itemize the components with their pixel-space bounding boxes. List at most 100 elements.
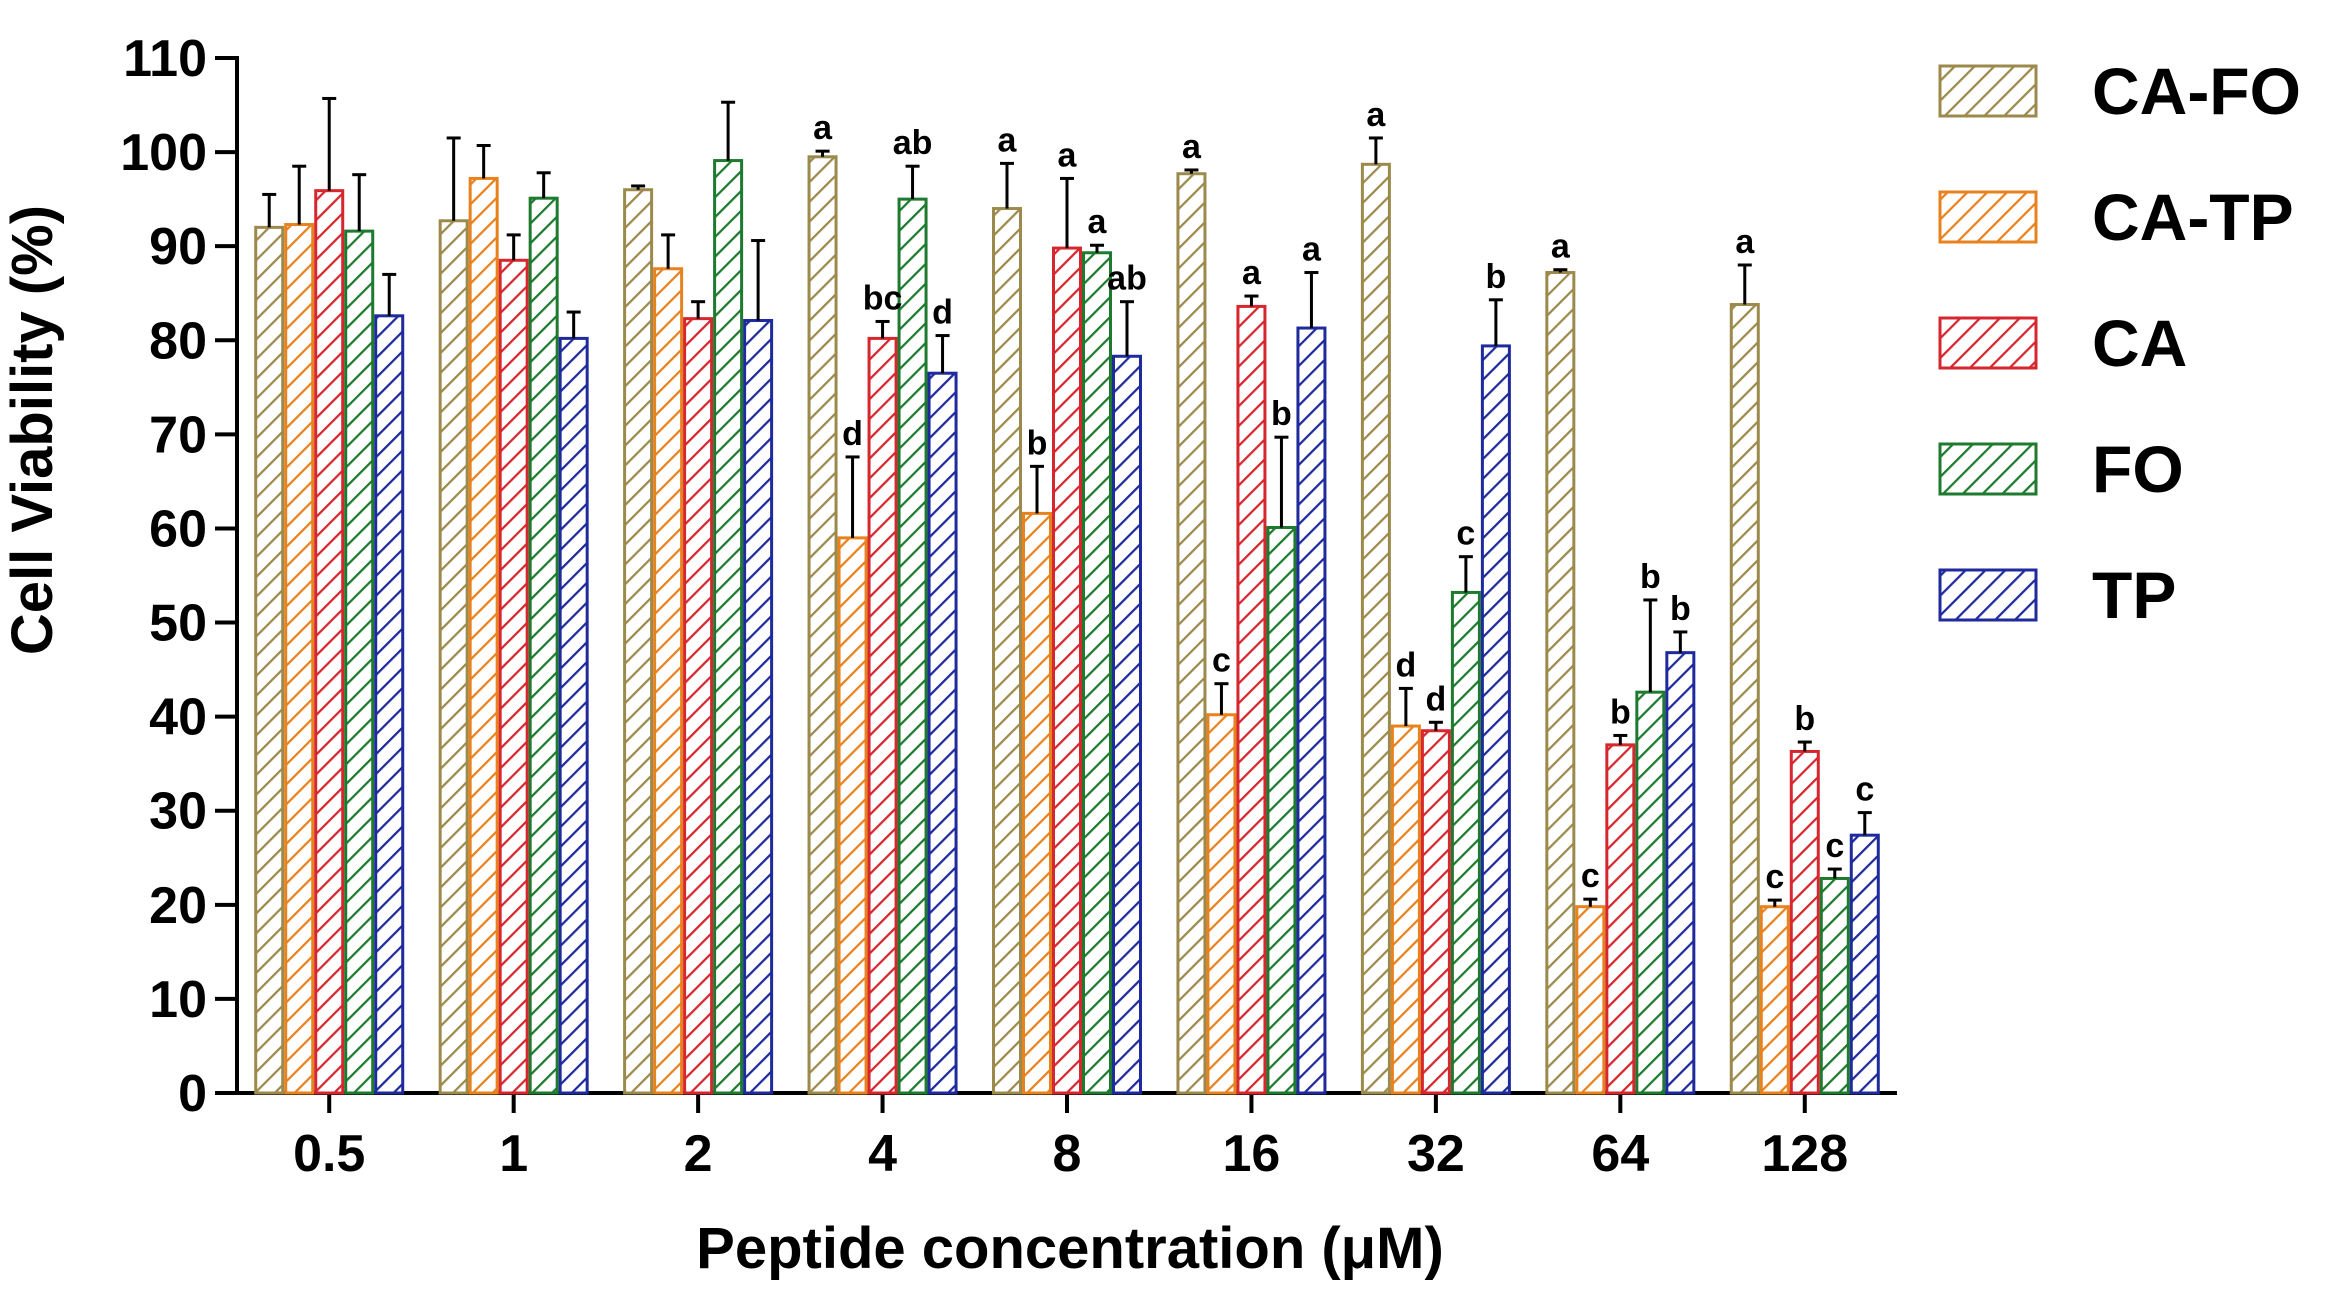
bar-ca-tp-8 [1022,511,1052,1095]
bar-ca-tp-128 [1759,905,1790,1095]
bar-ca-fo-1 [438,219,469,1095]
significance-letter: b [1485,258,1506,296]
significance-letter: b [1271,395,1292,433]
significance-letter: d [1395,646,1416,684]
bar-fo-64 [1635,690,1666,1095]
bar-fo-128 [1819,876,1850,1095]
significance-letter: a [1735,223,1755,261]
significance-letter: a [1302,231,1322,269]
x-tick-label: 32 [1407,1125,1465,1183]
x-tick-label: 8 [1053,1125,1082,1183]
y-tick-label: 40 [149,689,207,747]
significance-letter: c [1212,642,1231,680]
bar-tp-128 [1849,833,1880,1095]
bar-tp-2 [743,319,774,1095]
bar-ca-32 [1420,729,1451,1095]
bar-ca-fo-64 [1545,271,1576,1095]
legend-swatch-ca-fo [1938,64,2038,118]
bar-ca-8 [1052,246,1082,1095]
tick-labels: 0 10 20 30 40 50 60 70 80 90 100 110 0.5 1 2 4 8 16 32 64 12… [120,30,1848,1183]
y-tick-label: 50 [149,595,207,653]
bar-ca-tp-4 [837,536,868,1095]
significance-letter: a [1366,96,1386,134]
y-tick-label: 60 [149,500,207,558]
significance-letter: a [998,121,1018,159]
bar-tp-32 [1480,344,1511,1095]
legend: CA-FO CA-TP CA FO TP [1938,54,2301,632]
bar-fo-4 [897,197,928,1095]
y-tick-label: 110 [123,30,207,88]
bar-ca-1 [498,258,529,1095]
significance-letter: b [1794,700,1815,738]
significance-letter: bc [863,279,903,317]
significance-letter: b [1640,558,1661,596]
significance-letter: a [1058,136,1078,174]
legend-label-tp: TP [2092,558,2176,632]
y-tick-label: 90 [149,218,207,276]
significance-letter: ab [893,124,933,162]
bar-fo-16 [1266,526,1297,1095]
bar-ca-tp-64 [1575,905,1606,1095]
y-tick-label: 20 [149,877,207,935]
bar-ca-fo-2 [623,188,654,1095]
significance-letter: c [1581,857,1600,895]
significance-letter: ab [1107,260,1147,298]
bar-tp-8 [1112,354,1142,1095]
bar-tp-0.5 [374,314,405,1095]
bar-ca-fo-32 [1360,162,1391,1095]
bar-tp-4 [927,371,958,1095]
bar-fo-8 [1082,251,1112,1095]
significance-letter: b [1027,424,1048,462]
bar-ca-tp-2 [653,267,684,1095]
x-tick-label: 0.5 [293,1125,365,1183]
bar-fo-32 [1450,590,1481,1095]
y-tick-label: 70 [149,406,207,464]
bar-ca-tp-0.5 [284,223,315,1095]
bar-ca-tp-32 [1390,724,1421,1095]
error-bars [262,96,1872,907]
bar-ca-fo-16 [1176,172,1207,1095]
significance-letter: a [813,109,833,147]
legend-label-ca-fo: CA-FO [2092,54,2301,128]
significance-letter: a [1551,228,1571,266]
bar-ca-2 [683,317,714,1095]
significance-letter: d [932,294,953,332]
significance-letter: d [1425,680,1446,718]
x-axis-title: Peptide concentration (μM) [696,1216,1444,1281]
significance-letter: c [1765,858,1784,896]
significance-letter: c [1855,771,1874,809]
significance-letter: a [1182,128,1202,166]
bar-ca-tp-1 [468,176,499,1095]
bar-fo-1 [528,196,559,1095]
bar-fo-0.5 [344,229,375,1095]
bar-ca-fo-128 [1729,303,1760,1095]
x-tick-label: 128 [1761,1125,1848,1183]
legend-swatch-ca-tp [1938,190,2038,244]
bar-tp-16 [1296,326,1327,1095]
legend-swatch-fo [1938,442,2038,496]
significance-letter: b [1670,590,1691,628]
bar-ca-128 [1789,749,1820,1095]
x-tick-label: 2 [684,1125,713,1183]
y-tick-label: 30 [149,783,207,841]
legend-label-ca: CA [2092,306,2187,380]
x-tick-label: 1 [499,1125,528,1183]
bar-tp-1 [558,336,589,1095]
legend-swatch-tp [1938,568,2038,622]
bar-fo-2 [713,159,744,1095]
significance-letter: c [1456,515,1475,553]
significance-letter: a [1242,254,1262,292]
y-axis-title: Cell Viability (%) [0,205,65,655]
bar-ca-tp-16 [1206,713,1237,1095]
legend-label-ca-tp: CA-TP [2092,180,2294,254]
significance-letter: c [1825,827,1844,865]
significance-letter: a [1088,203,1108,241]
x-tick-label: 64 [1591,1125,1649,1183]
bar-ca-64 [1605,743,1636,1095]
y-tick-label: 100 [120,124,207,182]
bar-ca-fo-4 [807,155,838,1095]
bar-tp-64 [1665,651,1696,1095]
